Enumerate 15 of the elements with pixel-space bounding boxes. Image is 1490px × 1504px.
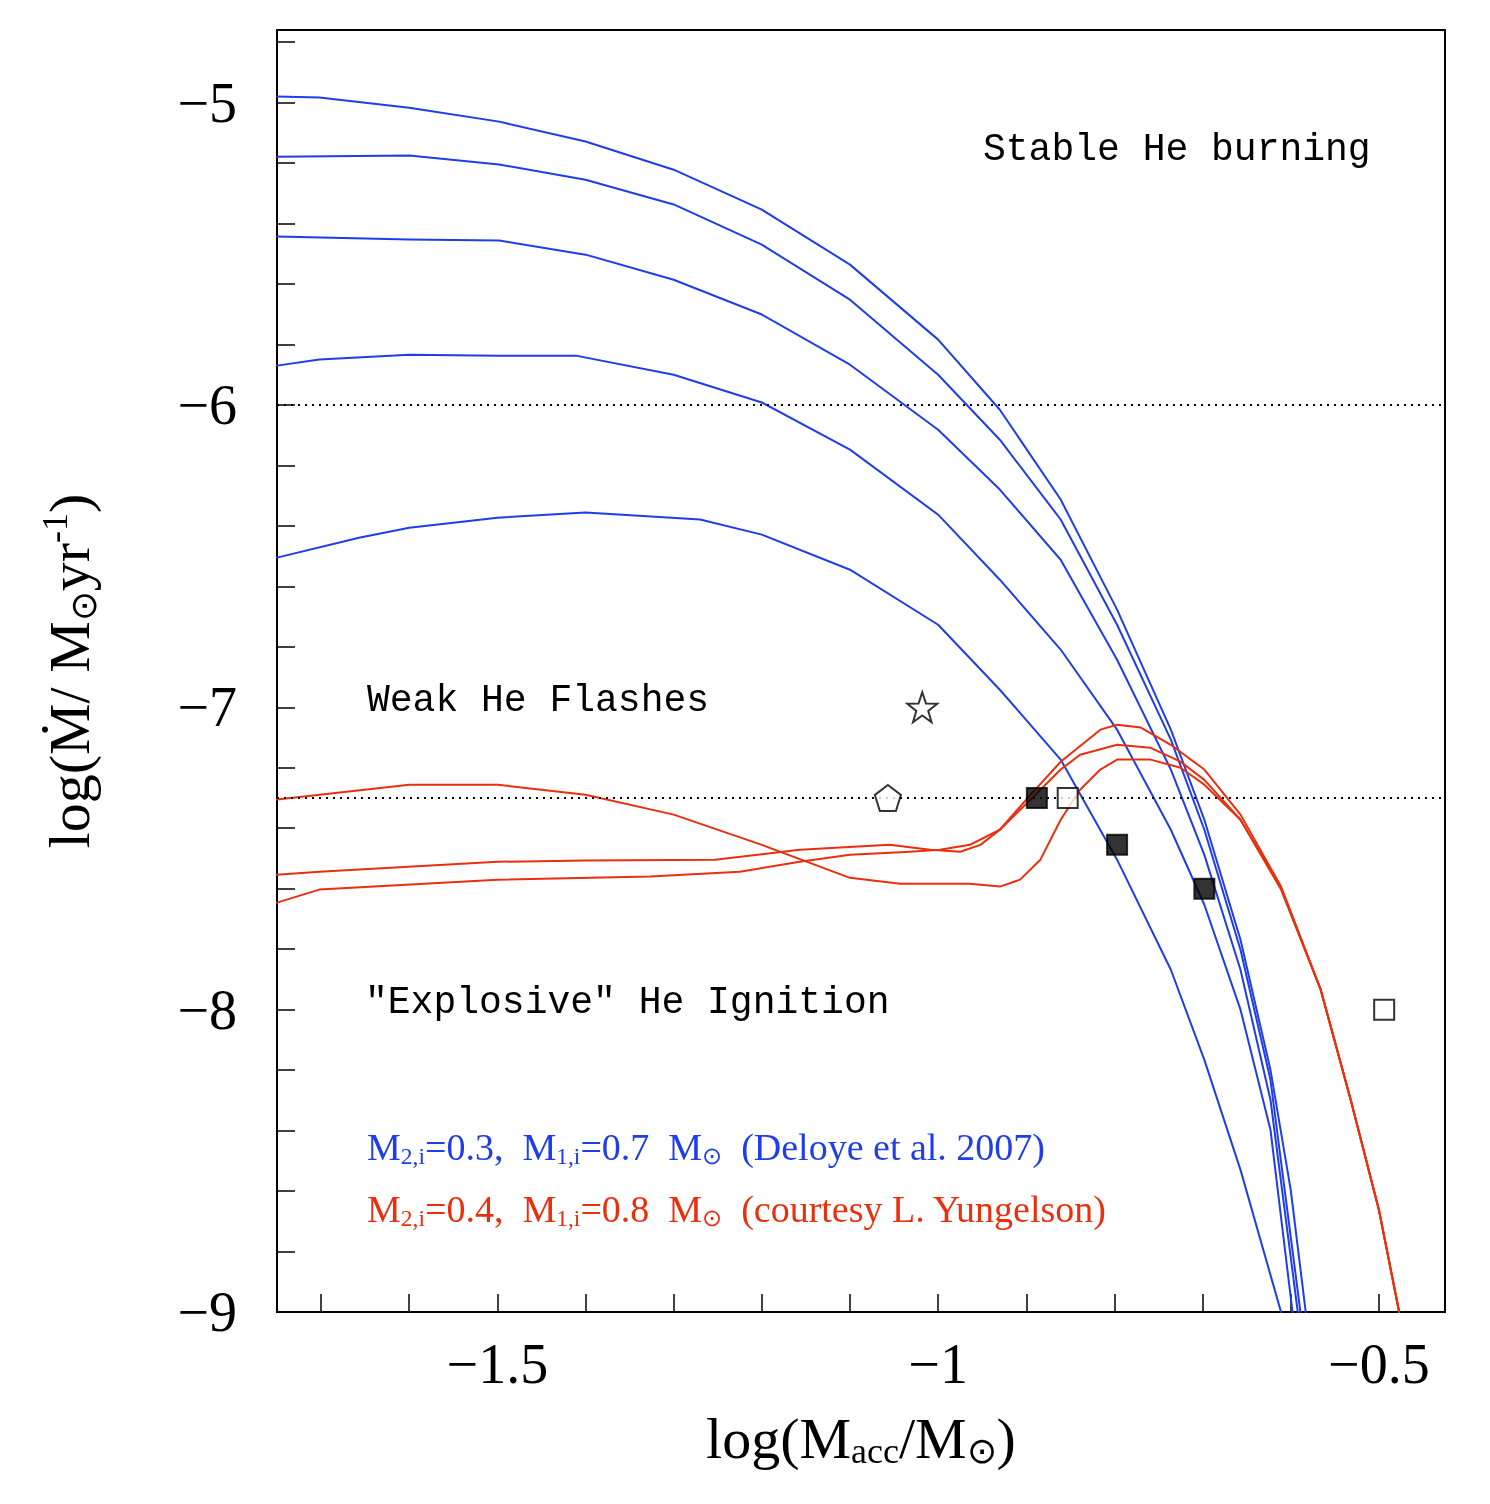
y-axis-title: log(Ṁ/ M⊙yr-1) bbox=[35, 493, 104, 849]
text: M2,i=0.4, M1,i=0.8 M⊙ (courtesy L. Yungelson) bbox=[367, 1188, 1106, 1231]
annotation: "Explosive" He Ignition bbox=[365, 980, 890, 1024]
x-tick-label: −0.5 bbox=[1328, 1333, 1430, 1395]
y-tick-label: −9 bbox=[177, 1281, 237, 1343]
y-tick-label: −7 bbox=[177, 676, 237, 739]
x-axis-title: log(Macc/M⊙) bbox=[706, 1405, 1016, 1472]
y-tick-label: −8 bbox=[177, 978, 237, 1041]
text: M2,i=0.3, M1,i=0.7 M⊙ (Deloye et al. 2007) bbox=[367, 1126, 1046, 1169]
y-tick-label: −6 bbox=[177, 373, 237, 436]
x-tick-label: −1.5 bbox=[446, 1333, 549, 1395]
annotation: Stable He burning bbox=[983, 127, 1371, 171]
y-tick-label: −5 bbox=[177, 71, 237, 134]
annotation: Weak He Flashes bbox=[367, 678, 710, 722]
x-tick-label: −1 bbox=[908, 1333, 968, 1395]
